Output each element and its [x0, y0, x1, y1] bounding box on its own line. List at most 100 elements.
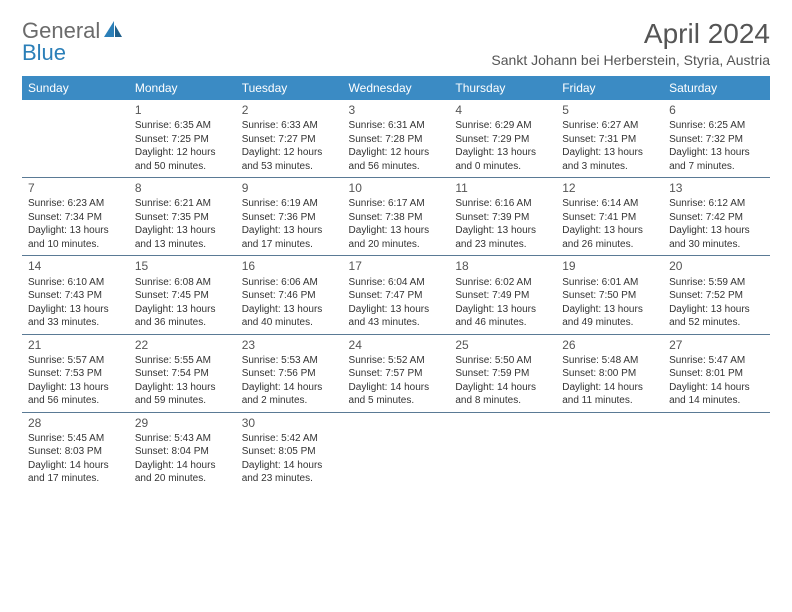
calendar-week-row: 14Sunrise: 6:10 AMSunset: 7:43 PMDayligh…	[22, 256, 770, 334]
day-number: 27	[669, 337, 764, 353]
sunrise-text: Sunrise: 5:53 AM	[242, 354, 337, 368]
calendar-cell: 17 Sunrise: 6:04 AMSunset: 7:47 PMDayligh…	[343, 256, 450, 334]
sunset-text: Sunset: 7:35 PM	[135, 211, 230, 225]
sunrise-text: Sunrise: 6:12 AM	[669, 197, 764, 211]
calendar-table: SundayMondayTuesdayWednesdayThursdayFrid…	[22, 76, 770, 490]
calendar-cell: 2Sunrise: 6:33 AMSunset: 7:27 PMDaylight…	[236, 100, 343, 178]
sunset-text: Sunset: 7:47 PM	[349, 289, 444, 303]
daylight-text: Daylight: 14 hours and 11 minutes.	[562, 381, 657, 408]
sunset-text: Sunset: 8:03 PM	[28, 445, 123, 459]
day-number: 12	[562, 180, 657, 196]
sunset-text: Sunset: 7:53 PM	[28, 367, 123, 381]
day-number: 5	[562, 102, 657, 118]
day-number: 22	[135, 337, 230, 353]
sunset-text: Sunset: 7:46 PM	[242, 289, 337, 303]
sunrise-text: Sunrise: 6:21 AM	[135, 197, 230, 211]
calendar-cell: 25Sunrise: 5:50 AMSunset: 7:59 PMDayligh…	[449, 334, 556, 412]
sunset-text: Sunset: 7:25 PM	[135, 133, 230, 147]
day-number: 11	[455, 180, 550, 196]
sunrise-text: Sunrise: 6:19 AM	[242, 197, 337, 211]
sunrise-text: Sunrise: 6:25 AM	[669, 119, 764, 133]
sunrise-text: Sunrise: 5:59 AM	[669, 276, 764, 290]
calendar-header: SundayMondayTuesdayWednesdayThursdayFrid…	[22, 76, 770, 100]
calendar-cell: 5Sunrise: 6:27 AMSunset: 7:31 PMDaylight…	[556, 100, 663, 178]
calendar-cell: 11Sunrise: 6:16 AMSunset: 7:39 PMDayligh…	[449, 178, 556, 256]
day-number: 3	[349, 102, 444, 118]
daylight-text: Daylight: 13 hours and 26 minutes.	[562, 224, 657, 251]
daylight-text: Daylight: 13 hours and 10 minutes.	[28, 224, 123, 251]
daylight-text: Daylight: 13 hours and 0 minutes.	[455, 146, 550, 173]
day-number: 19	[562, 258, 657, 274]
daylight-text: Daylight: 13 hours and 20 minutes.	[349, 224, 444, 251]
sunset-text: Sunset: 7:52 PM	[669, 289, 764, 303]
logo-sail-icon	[102, 19, 124, 44]
sunrise-text: Sunrise: 5:45 AM	[28, 432, 123, 446]
sunrise-text: Sunrise: 6:02 AM	[455, 276, 550, 290]
sunrise-text: Sunrise: 5:52 AM	[349, 354, 444, 368]
sunset-text: Sunset: 7:32 PM	[669, 133, 764, 147]
calendar-week-row: 7Sunrise: 6:23 AMSunset: 7:34 PMDaylight…	[22, 178, 770, 256]
day-header: Friday	[556, 76, 663, 100]
daylight-text: Daylight: 12 hours and 53 minutes.	[242, 146, 337, 173]
calendar-cell: 16Sunrise: 6:06 AMSunset: 7:46 PMDayligh…	[236, 256, 343, 334]
day-number: 16	[242, 258, 337, 274]
sunrise-text: Sunrise: 6:35 AM	[135, 119, 230, 133]
daylight-text: Daylight: 13 hours and 7 minutes.	[669, 146, 764, 173]
daylight-text: Daylight: 13 hours and 43 minutes.	[349, 303, 444, 330]
sunrise-text: Sunrise: 6:04 AM	[349, 276, 444, 290]
day-number: 30	[242, 415, 337, 431]
sunset-text: Sunset: 8:04 PM	[135, 445, 230, 459]
sunset-text: Sunset: 7:50 PM	[562, 289, 657, 303]
day-number: 7	[28, 180, 123, 196]
calendar-cell: 15Sunrise: 6:08 AMSunset: 7:45 PMDayligh…	[129, 256, 236, 334]
calendar-cell: 29Sunrise: 5:43 AMSunset: 8:04 PMDayligh…	[129, 412, 236, 490]
sunrise-text: Sunrise: 5:50 AM	[455, 354, 550, 368]
day-number: 15	[135, 258, 230, 274]
calendar-cell: 6Sunrise: 6:25 AMSunset: 7:32 PMDaylight…	[663, 100, 770, 178]
sunrise-text: Sunrise: 5:43 AM	[135, 432, 230, 446]
calendar-cell: 27Sunrise: 5:47 AMSunset: 8:01 PMDayligh…	[663, 334, 770, 412]
calendar-cell: 20Sunrise: 5:59 AMSunset: 7:52 PMDayligh…	[663, 256, 770, 334]
day-number: 13	[669, 180, 764, 196]
sunset-text: Sunset: 7:49 PM	[455, 289, 550, 303]
calendar-cell: .	[449, 412, 556, 490]
sunset-text: Sunset: 7:45 PM	[135, 289, 230, 303]
sunset-text: Sunset: 7:59 PM	[455, 367, 550, 381]
daylight-text: Daylight: 14 hours and 14 minutes.	[669, 381, 764, 408]
daylight-text: Daylight: 13 hours and 56 minutes.	[28, 381, 123, 408]
day-header: Wednesday	[343, 76, 450, 100]
calendar-week-row: .1Sunrise: 6:35 AMSunset: 7:25 PMDayligh…	[22, 100, 770, 178]
day-number: 14	[28, 258, 123, 274]
header: General April 2024 Sankt Johann bei Herb…	[22, 18, 770, 68]
sunset-text: Sunset: 7:41 PM	[562, 211, 657, 225]
calendar-cell: .	[22, 100, 129, 178]
sunset-text: Sunset: 8:01 PM	[669, 367, 764, 381]
day-number: 18	[455, 258, 550, 274]
day-number: 17	[349, 258, 444, 274]
sunrise-text: Sunrise: 5:55 AM	[135, 354, 230, 368]
day-number: 8	[135, 180, 230, 196]
sunset-text: Sunset: 8:05 PM	[242, 445, 337, 459]
calendar-cell: 4Sunrise: 6:29 AMSunset: 7:29 PMDaylight…	[449, 100, 556, 178]
calendar-cell: 7Sunrise: 6:23 AMSunset: 7:34 PMDaylight…	[22, 178, 129, 256]
logo-blue-row: Blue	[22, 40, 66, 66]
sunset-text: Sunset: 7:34 PM	[28, 211, 123, 225]
day-number: 28	[28, 415, 123, 431]
sunset-text: Sunset: 7:31 PM	[562, 133, 657, 147]
daylight-text: Daylight: 13 hours and 13 minutes.	[135, 224, 230, 251]
daylight-text: Daylight: 13 hours and 33 minutes.	[28, 303, 123, 330]
sunset-text: Sunset: 7:42 PM	[669, 211, 764, 225]
sunset-text: Sunset: 7:56 PM	[242, 367, 337, 381]
calendar-cell: 10Sunrise: 6:17 AMSunset: 7:38 PMDayligh…	[343, 178, 450, 256]
sunrise-text: Sunrise: 6:23 AM	[28, 197, 123, 211]
calendar-cell: .	[663, 412, 770, 490]
sunrise-text: Sunrise: 6:33 AM	[242, 119, 337, 133]
sunrise-text: Sunrise: 6:14 AM	[562, 197, 657, 211]
sunset-text: Sunset: 8:00 PM	[562, 367, 657, 381]
sunset-text: Sunset: 7:43 PM	[28, 289, 123, 303]
sunset-text: Sunset: 7:54 PM	[135, 367, 230, 381]
daylight-text: Daylight: 13 hours and 40 minutes.	[242, 303, 337, 330]
daylight-text: Daylight: 14 hours and 23 minutes.	[242, 459, 337, 486]
day-header: Monday	[129, 76, 236, 100]
sunrise-text: Sunrise: 6:27 AM	[562, 119, 657, 133]
